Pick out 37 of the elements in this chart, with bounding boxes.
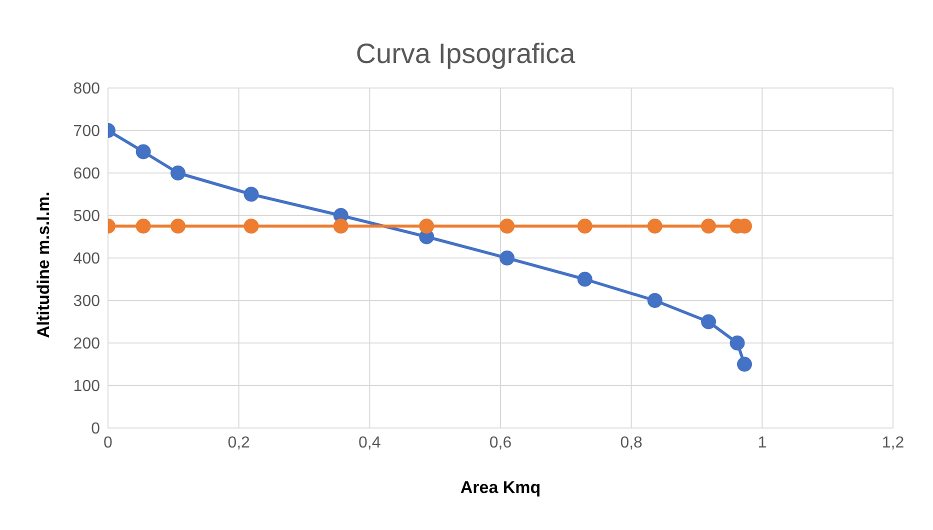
x-tick-label: 0,2 [228,434,250,452]
y-tick-label: 500 [73,208,100,226]
x-tick-label: 0 [104,434,113,452]
point [577,218,592,234]
point [647,293,662,308]
y-tick-label: 600 [73,166,100,183]
x-axis-title: Area Kmq [460,478,541,497]
x-tick-label: 0,4 [358,434,381,452]
point [244,186,259,202]
y-tick-label: 800 [73,80,100,98]
point [737,356,752,372]
point [701,218,716,234]
y-axis-title: Altitudine m.s.l.m. [34,192,54,338]
point [244,218,259,234]
point [333,218,348,234]
y-tick-label: 100 [73,378,100,396]
point [136,218,151,234]
x-tick-label: 0,6 [489,434,512,452]
point [730,336,745,350]
point [577,272,592,287]
y-tick-label: 300 [73,293,100,310]
point [500,218,515,234]
y-tick-label: 700 [73,123,100,140]
chart-title: Curva Ipsografica [354,37,576,69]
point [136,144,151,160]
point [419,218,434,234]
point [500,250,515,266]
point [647,218,662,234]
y-tick-label: 400 [73,250,100,268]
point [170,166,186,180]
y-tick-label: 200 [73,336,100,353]
point [701,314,716,330]
x-tick-label: 0,8 [620,434,643,452]
x-tick-label: 1 [758,434,767,452]
x-tick-label: 1,2 [882,434,904,452]
y-tick-label: 0 [91,420,100,438]
point [170,218,186,234]
